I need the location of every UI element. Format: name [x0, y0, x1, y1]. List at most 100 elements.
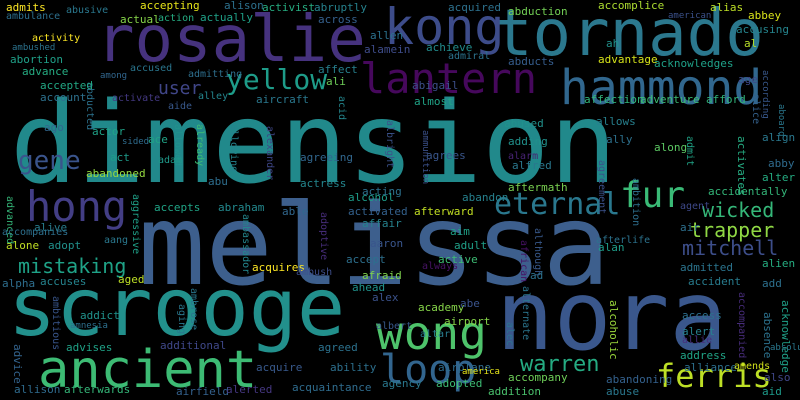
- word: accuses: [40, 275, 87, 288]
- word: accepting: [140, 0, 200, 12]
- word: alley: [198, 91, 229, 102]
- word: abandoned: [86, 167, 146, 180]
- word: alison: [224, 0, 264, 12]
- word: advises: [66, 341, 113, 354]
- word: allowed: [172, 124, 183, 167]
- word: accepts: [154, 201, 201, 214]
- word: adventure: [640, 93, 700, 106]
- word: ambition: [630, 178, 641, 227]
- word: academy: [418, 301, 465, 314]
- word: adult: [454, 239, 488, 252]
- word: ace: [148, 133, 168, 146]
- word: active: [438, 253, 478, 266]
- word: alien: [762, 257, 796, 270]
- word: accident: [688, 275, 741, 288]
- word: sided: [122, 137, 150, 147]
- word: alan: [598, 241, 625, 254]
- word: actually: [200, 11, 253, 24]
- word: acquires: [252, 261, 305, 274]
- word: advanced: [4, 196, 15, 245]
- word: acknowledges: [654, 57, 734, 70]
- word: user: [158, 78, 202, 99]
- word: ally: [606, 133, 633, 146]
- word: alfred: [512, 159, 552, 172]
- word: additional: [160, 339, 227, 352]
- word: altar: [420, 329, 451, 340]
- word: acquire: [256, 361, 303, 374]
- word: act: [110, 151, 130, 164]
- word: admits: [6, 1, 46, 14]
- word: action: [158, 13, 195, 24]
- word: advance: [22, 65, 69, 78]
- word: actual: [120, 13, 160, 26]
- word: aged: [118, 273, 145, 286]
- word: age: [738, 73, 758, 86]
- word: ambush: [296, 267, 333, 278]
- word: trapper: [690, 218, 775, 242]
- word: alice: [750, 94, 761, 125]
- word: mistaking: [18, 254, 127, 278]
- word: agrees: [426, 149, 466, 162]
- word: allowing: [228, 124, 239, 173]
- word: alliance: [684, 361, 737, 374]
- word: ambulance: [6, 11, 61, 22]
- word: abusive: [66, 5, 109, 16]
- word: alter: [762, 171, 796, 184]
- word: alert: [682, 325, 716, 338]
- word: adding: [508, 135, 548, 148]
- word: admitted: [680, 261, 733, 274]
- word: al: [744, 37, 758, 50]
- word: affect: [318, 63, 358, 76]
- word: actor: [92, 125, 126, 138]
- word: ahead: [352, 281, 386, 294]
- word: absence: [761, 312, 774, 359]
- word: aging: [176, 304, 187, 335]
- word: account: [40, 91, 87, 104]
- word: affair: [362, 217, 402, 230]
- word: aid: [762, 385, 782, 398]
- word: acid: [336, 96, 347, 121]
- word: agreeing: [300, 151, 353, 164]
- word: ability: [330, 361, 377, 374]
- word: always: [422, 261, 459, 272]
- word: afterlife: [596, 235, 651, 246]
- word: albright: [384, 120, 395, 169]
- word: eternal: [494, 187, 621, 222]
- word: among: [100, 71, 128, 81]
- word: ambushed: [12, 43, 56, 53]
- word: gene: [18, 146, 81, 176]
- word: kong: [384, 0, 505, 56]
- word: agent: [680, 201, 711, 212]
- word: abducts: [508, 55, 555, 68]
- word: ambrose: [188, 288, 199, 331]
- word: afterwards: [64, 383, 131, 396]
- word: abortion: [10, 53, 63, 66]
- word: melissa: [138, 181, 611, 311]
- word: absolutely: [770, 343, 800, 353]
- word: abu: [208, 175, 228, 188]
- word: alpha: [2, 277, 36, 290]
- word: aang: [104, 235, 129, 246]
- word: adopt: [48, 239, 82, 252]
- word: activate: [112, 93, 161, 104]
- word: loop: [380, 347, 477, 393]
- word: ad: [530, 269, 544, 282]
- word: ancient: [38, 340, 258, 400]
- word: accusing: [736, 23, 789, 36]
- word: african: [518, 240, 529, 283]
- word: allows: [596, 115, 636, 128]
- word: lantern: [360, 54, 538, 103]
- word: achieve: [426, 41, 473, 54]
- word: abandoning: [606, 373, 673, 386]
- word: air: [680, 221, 700, 234]
- word: abused: [504, 117, 544, 130]
- word: already: [194, 124, 205, 167]
- word: acquaintance: [292, 381, 372, 394]
- word: alias: [710, 1, 744, 14]
- word: also: [764, 371, 791, 384]
- word: accompanied: [736, 292, 747, 359]
- word: airfield: [176, 385, 229, 398]
- word: ferris: [656, 357, 772, 395]
- word: warren: [520, 352, 600, 377]
- word: adoptive: [318, 212, 329, 261]
